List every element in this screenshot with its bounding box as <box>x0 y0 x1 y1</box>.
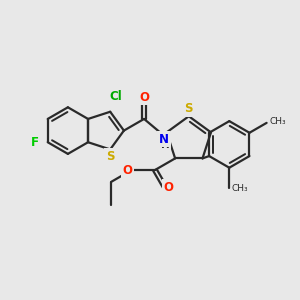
Text: Cl: Cl <box>109 90 122 103</box>
Text: O: O <box>139 91 149 103</box>
Text: S: S <box>106 149 115 163</box>
Text: O: O <box>122 164 132 176</box>
Text: CH₃: CH₃ <box>269 117 286 126</box>
Text: S: S <box>184 102 193 115</box>
Text: H: H <box>161 140 170 150</box>
Text: N: N <box>158 133 168 146</box>
Text: O: O <box>164 181 173 194</box>
Text: F: F <box>31 136 39 149</box>
Text: CH₃: CH₃ <box>232 184 248 194</box>
